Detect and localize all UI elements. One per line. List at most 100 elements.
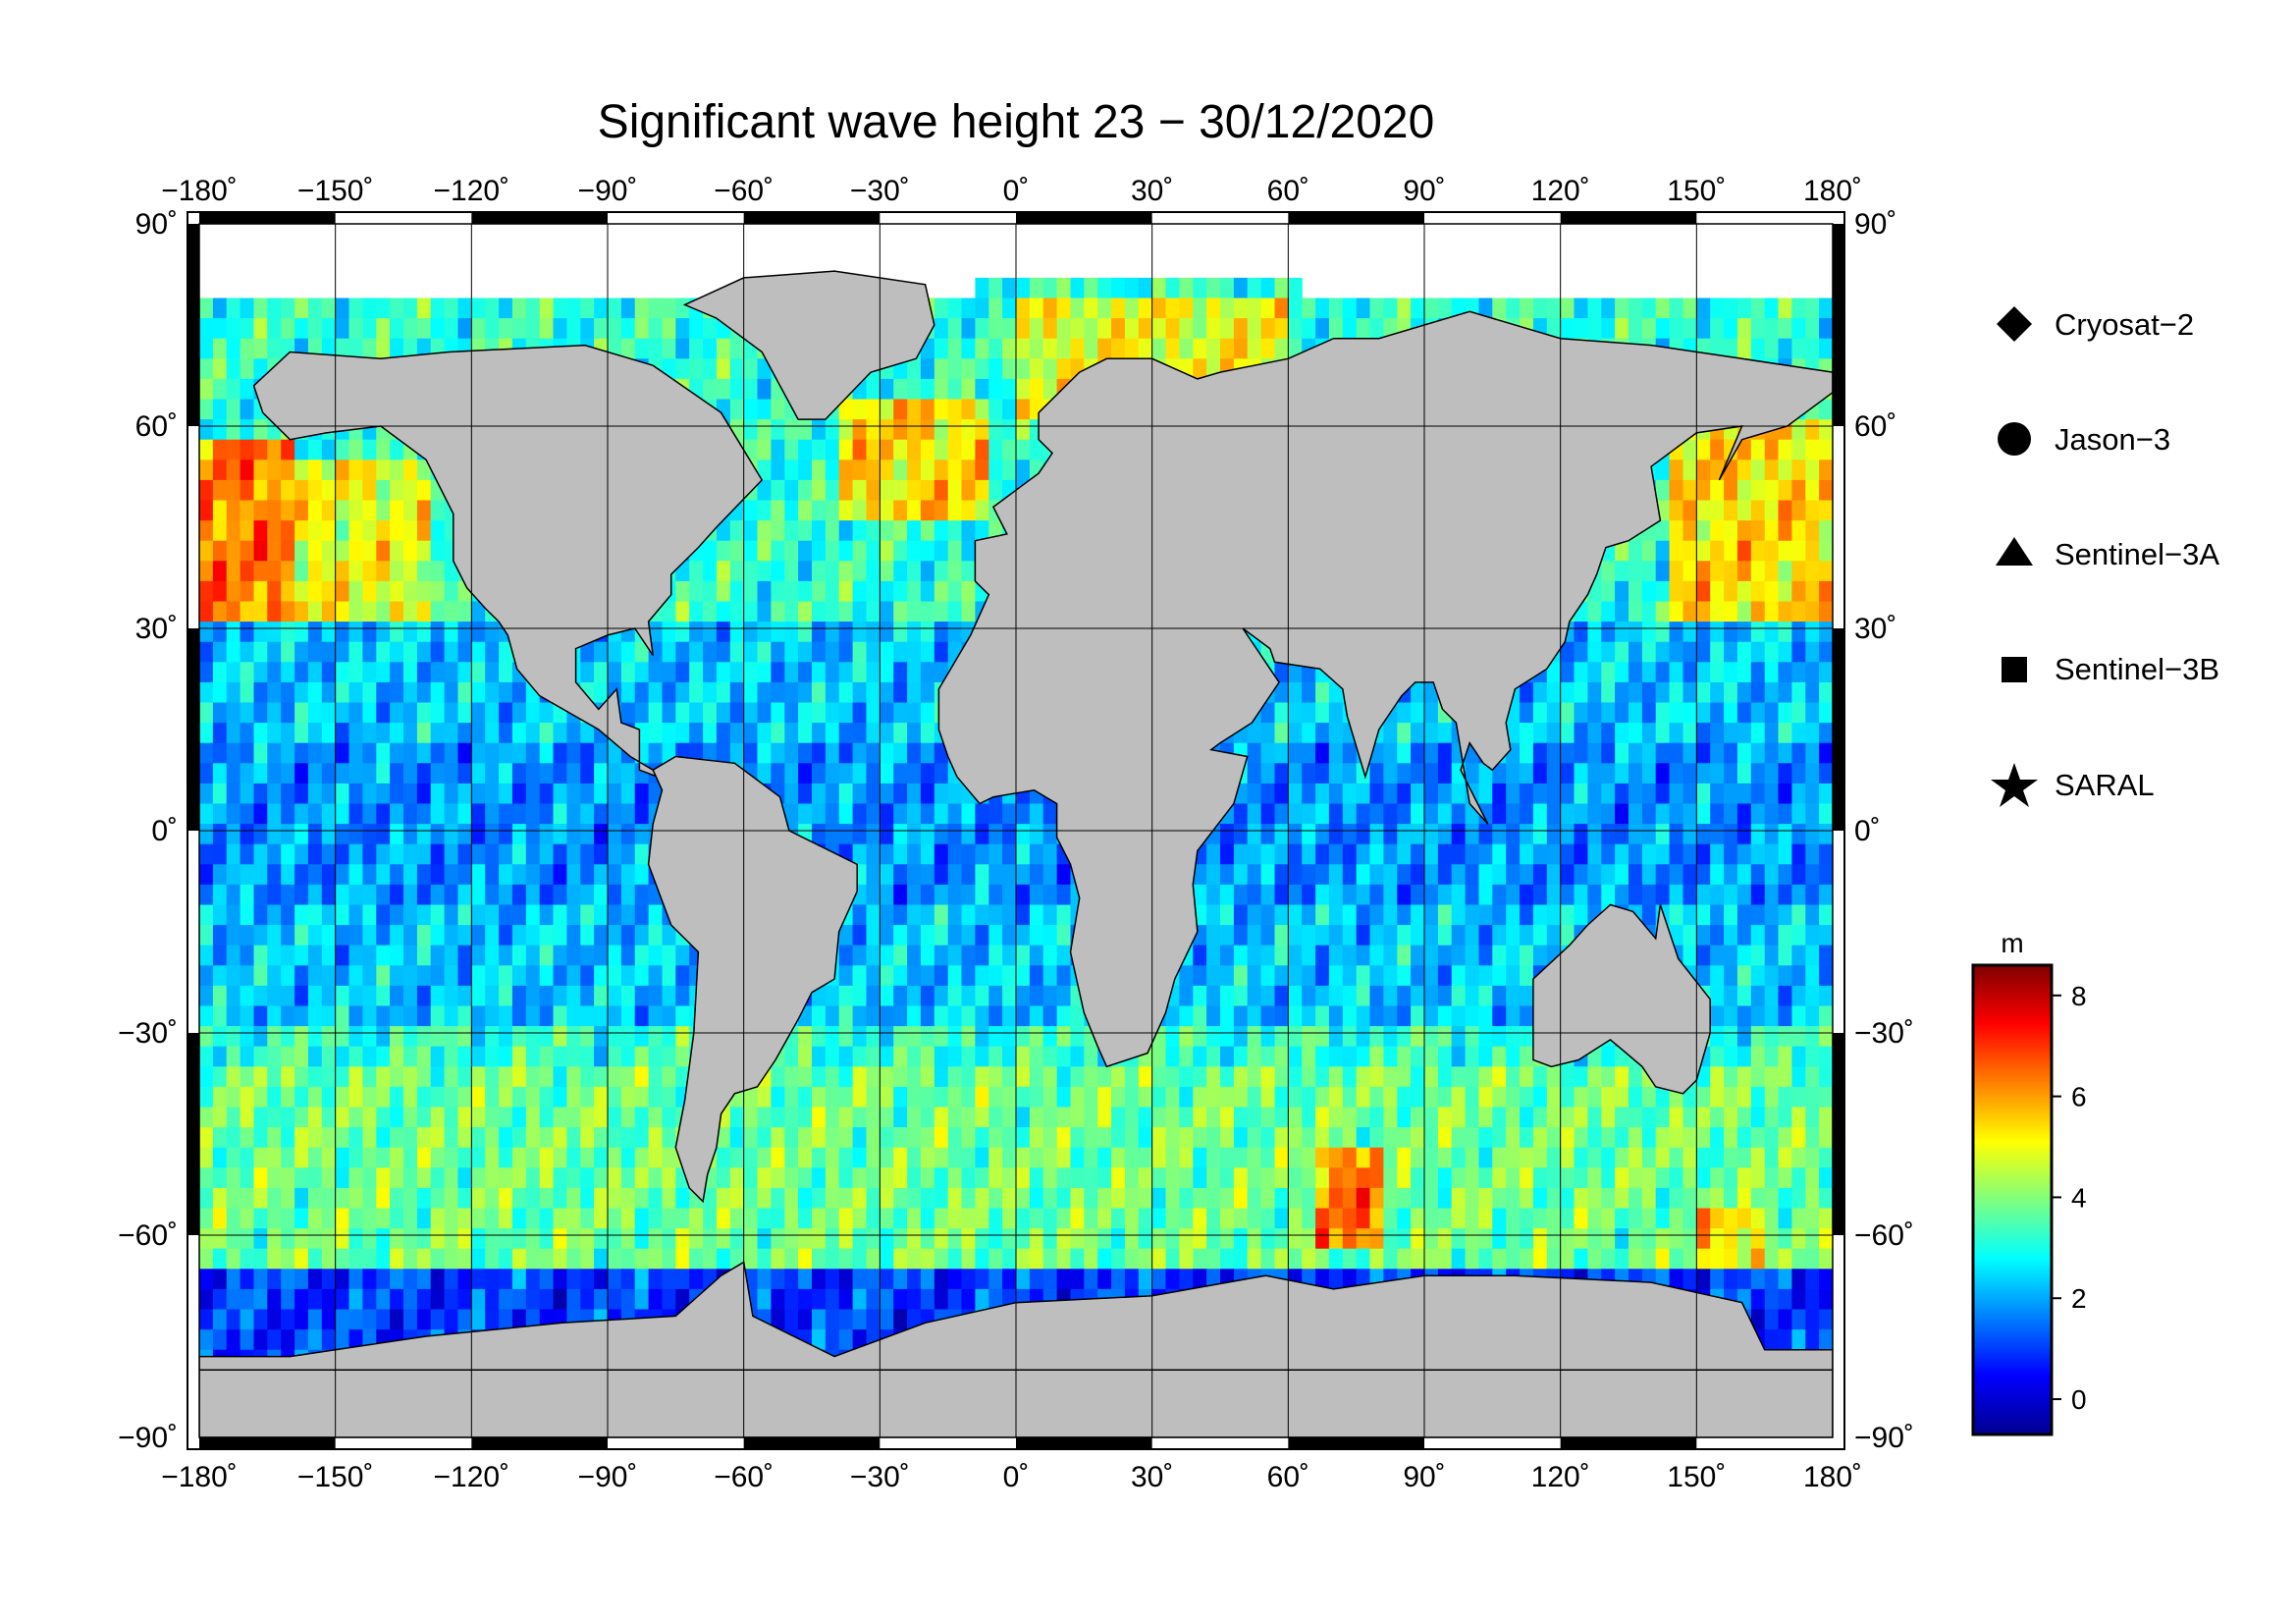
swh-cell (1791, 500, 1806, 521)
swh-cell (335, 460, 350, 481)
swh-cell (321, 803, 337, 825)
swh-cell (1097, 1107, 1112, 1128)
swh-cell (580, 1026, 595, 1048)
swh-cell (1247, 843, 1262, 865)
swh-cell (430, 641, 446, 663)
swh-cell (1587, 622, 1602, 643)
swh-cell (961, 460, 976, 481)
swh-cell (457, 803, 472, 825)
swh-cell (1819, 662, 1833, 683)
swh-cell (1233, 1086, 1249, 1109)
swh-cell (1736, 1026, 1752, 1048)
swh-cell (416, 460, 432, 481)
swh-cell (1574, 723, 1588, 744)
swh-cell (1042, 1026, 1058, 1048)
swh-cell (525, 318, 541, 340)
swh-cell (1778, 298, 1792, 319)
swh-cell (743, 1127, 759, 1149)
swh-cell (594, 783, 609, 805)
swh-cell (226, 702, 241, 724)
swh-cell (539, 945, 555, 966)
swh-cell (212, 824, 228, 845)
swh-cell (1411, 824, 1425, 845)
swh-cell (1465, 843, 1480, 865)
swh-cell (1710, 1005, 1725, 1027)
swh-cell (240, 1086, 255, 1109)
swh-cell (1029, 1066, 1044, 1088)
swh-cell (1016, 439, 1031, 460)
swh-cell (1029, 904, 1044, 926)
swh-cell (1029, 1005, 1044, 1027)
swh-cell (1764, 540, 1780, 562)
swh-cell (499, 318, 513, 340)
swh-cell (580, 985, 595, 1007)
swh-cell (1042, 985, 1058, 1007)
swh-cell (1437, 1005, 1453, 1027)
swh-cell (1764, 500, 1780, 521)
swh-cell (988, 1046, 1003, 1067)
swh-cell (335, 1005, 350, 1027)
swh-cell (1029, 1086, 1044, 1109)
swh-cell (866, 1005, 881, 1027)
swh-cell (838, 662, 854, 683)
swh-cell (240, 1026, 255, 1048)
swh-cell (934, 945, 949, 966)
swh-cell (281, 1127, 295, 1149)
swh-cell (321, 479, 337, 502)
swh-cell (1151, 277, 1167, 299)
swh-cell (1682, 904, 1697, 926)
swh-cell (1369, 1026, 1384, 1048)
swh-cell (376, 1005, 391, 1027)
swh-cell (1220, 945, 1235, 966)
swh-cell (1724, 723, 1738, 744)
swh-cell (553, 763, 567, 784)
swh-cell (403, 925, 418, 947)
swh-cell (1342, 803, 1358, 825)
swh-cell (1029, 925, 1044, 947)
swh-cell (430, 681, 446, 704)
swh-cell (893, 681, 908, 704)
swh-cell (226, 1046, 241, 1067)
swh-cell (1397, 985, 1412, 1007)
swh-cell (1288, 843, 1303, 865)
swh-cell (294, 904, 309, 926)
swh-cell (1465, 1046, 1480, 1067)
swh-cell (1383, 1005, 1398, 1027)
swh-cell (880, 1127, 894, 1149)
swh-cell (362, 1026, 377, 1048)
swh-cell (1274, 904, 1289, 926)
swh-cell (1492, 985, 1507, 1007)
swh-cell (416, 864, 432, 886)
swh-cell (294, 702, 309, 724)
swh-cell (321, 965, 337, 987)
swh-cell (212, 681, 228, 704)
swh-cell (553, 864, 567, 886)
swh-cell (893, 1066, 908, 1088)
swh-cell (1328, 681, 1344, 704)
swh-cell (620, 1005, 636, 1027)
swh-cell (444, 580, 459, 603)
swh-cell (1546, 925, 1562, 947)
swh-cell (499, 864, 513, 886)
swh-cell (348, 1005, 363, 1027)
swh-cell (947, 378, 963, 401)
swh-cell (580, 318, 595, 340)
swh-cell (226, 641, 241, 663)
swh-cell (321, 622, 337, 643)
swh-cell (675, 662, 690, 683)
swh-cell (648, 1005, 664, 1027)
swh-cell (444, 1107, 459, 1128)
swh-cell (1724, 884, 1738, 906)
swh-cell (240, 1107, 255, 1128)
swh-cell (1247, 925, 1262, 947)
swh-cell (212, 783, 228, 805)
swh-cell (1805, 884, 1820, 906)
swh-cell (798, 1127, 813, 1149)
swh-cell (1615, 702, 1629, 724)
swh-cell (294, 1046, 309, 1067)
swh-cell (307, 884, 323, 906)
swh-cell (511, 1127, 527, 1149)
swh-cell (416, 1026, 432, 1048)
swh-cell (838, 1127, 854, 1149)
swh-cell (1655, 318, 1671, 340)
